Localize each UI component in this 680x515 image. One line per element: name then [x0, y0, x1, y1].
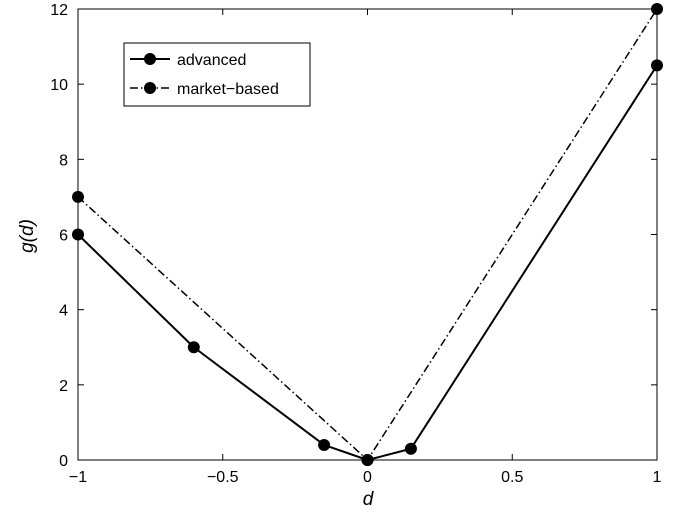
y-tick-label: 12 — [50, 2, 68, 19]
x-tick-label: 0.5 — [501, 469, 523, 486]
x-tick-label: −1 — [69, 469, 87, 486]
y-tick-label: 8 — [59, 152, 68, 169]
x-tick-label: −0.5 — [207, 469, 239, 486]
series-layer — [72, 3, 663, 466]
x-tick-label: 1 — [653, 469, 662, 486]
y-axis-label: g(d) — [17, 219, 38, 253]
legend-marker-market-based — [144, 82, 156, 94]
data-point — [361, 454, 374, 466]
y-tick-label: 4 — [59, 303, 68, 320]
legend: advanced market−based — [123, 42, 311, 107]
y-tick-label: 2 — [59, 378, 68, 395]
legend-label-advanced: advanced — [177, 52, 246, 69]
data-point — [651, 59, 663, 72]
data-point — [318, 438, 331, 451]
series-1 — [72, 3, 663, 466]
y-tick-label: 10 — [50, 77, 68, 94]
data-point — [651, 3, 663, 15]
legend-box — [123, 42, 311, 107]
y-tick-label: 0 — [59, 453, 68, 470]
legend-marker-advanced — [144, 53, 156, 65]
data-point — [72, 228, 84, 241]
x-tick-label: 0 — [363, 469, 372, 486]
data-point — [404, 442, 417, 455]
y-tick-label: 6 — [59, 228, 68, 245]
data-point — [72, 190, 84, 203]
x-axis-label: d — [363, 489, 375, 510]
data-point — [187, 341, 200, 354]
legend-label-market-based: market−based — [177, 81, 279, 98]
series-line — [77, 64, 658, 461]
